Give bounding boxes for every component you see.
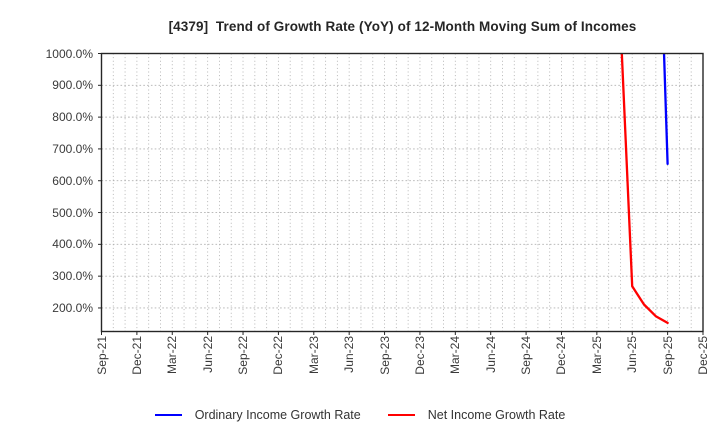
y-tick-label: 900.0% bbox=[52, 78, 93, 93]
x-tick-label: Sep-25 bbox=[660, 336, 675, 375]
x-tick-label: Sep-24 bbox=[519, 336, 534, 375]
legend: Ordinary Income Growth Rate Net Income G… bbox=[0, 404, 720, 426]
x-tick-label: Dec-24 bbox=[554, 336, 569, 375]
x-tick-label: Mar-22 bbox=[165, 336, 180, 375]
y-tick-label: 300.0% bbox=[52, 269, 93, 284]
legend-line-sample-blue bbox=[154, 414, 182, 416]
x-tick-label: Dec-21 bbox=[129, 336, 144, 375]
series-line-net-income bbox=[620, 53, 669, 325]
y-tick-label: 200.0% bbox=[52, 300, 93, 315]
y-tick-label: 700.0% bbox=[52, 141, 93, 156]
legend-line-sample-red bbox=[387, 414, 415, 416]
x-tick-label: Mar-23 bbox=[306, 336, 321, 375]
chart-title: [4379] Trend of Growth Rate (YoY) of 12-… bbox=[168, 19, 637, 34]
x-tick-label: Jun-22 bbox=[200, 336, 215, 373]
x-tick-label: Jun-23 bbox=[342, 336, 357, 373]
y-tick-label: 400.0% bbox=[52, 237, 93, 252]
y-tick-label: 800.0% bbox=[52, 110, 93, 125]
x-tick-label: Mar-25 bbox=[589, 336, 604, 375]
series-line-ordinary-income bbox=[662, 53, 669, 166]
x-tick-label: Mar-24 bbox=[448, 336, 463, 375]
legend-label-ordinary-income: Ordinary Income Growth Rate bbox=[194, 408, 361, 422]
x-tick-label: Dec-25 bbox=[696, 336, 710, 375]
x-tick-label: Dec-22 bbox=[271, 336, 286, 375]
y-tick-label: 500.0% bbox=[52, 205, 93, 220]
x-tick-label: Jun-25 bbox=[625, 336, 640, 373]
legend-item-net-income: Net Income Growth Rate bbox=[387, 408, 566, 422]
x-tick-label: Dec-23 bbox=[412, 336, 427, 375]
x-tick-label: Jun-24 bbox=[483, 336, 498, 373]
x-tick-label: Sep-23 bbox=[377, 336, 392, 375]
x-tick-label: Sep-21 bbox=[94, 336, 109, 375]
plot-frame bbox=[100, 52, 704, 333]
y-tick-label: 1000.0% bbox=[45, 46, 93, 61]
y-tick-label: 600.0% bbox=[52, 173, 93, 188]
legend-item-ordinary-income: Ordinary Income Growth Rate bbox=[154, 408, 361, 422]
x-tick-label: Sep-22 bbox=[236, 336, 251, 375]
legend-label-net-income: Net Income Growth Rate bbox=[427, 408, 566, 422]
